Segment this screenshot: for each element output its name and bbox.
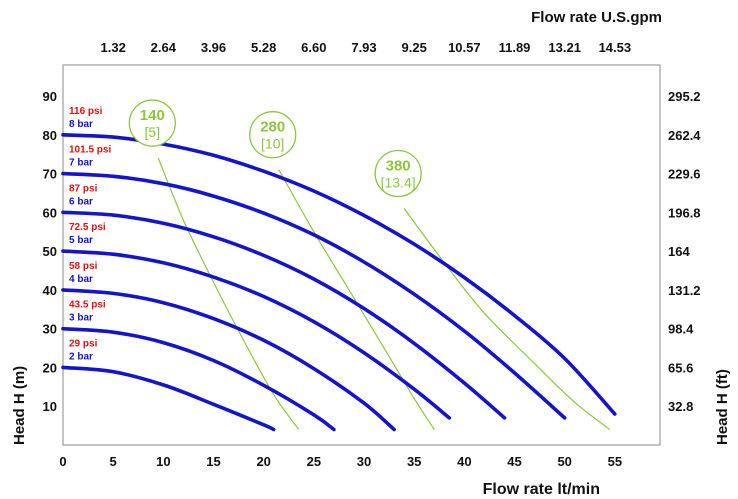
y-tick-label: 90 bbox=[43, 89, 57, 104]
efficiency-bubble-sublabel: [13.4] bbox=[381, 174, 416, 190]
curve-5-bar bbox=[61, 249, 452, 420]
y-right-tick-label: 196.8 bbox=[668, 205, 701, 220]
x-tick-label: 35 bbox=[407, 454, 421, 469]
efficiency-line-380 bbox=[403, 208, 611, 430]
psi-label: 29 psi bbox=[69, 338, 98, 349]
x-top-tick-label: 10.57 bbox=[448, 40, 481, 55]
y-tick-label: 40 bbox=[43, 283, 57, 298]
x-axis-title: Flow rate lt/min bbox=[483, 481, 600, 498]
y-tick-label: 10 bbox=[43, 399, 57, 414]
x-top-tick-label: 11.89 bbox=[499, 40, 531, 55]
x-tick-label: 10 bbox=[156, 454, 170, 469]
efficiency-bubble-label: 280 bbox=[260, 119, 285, 136]
psi-label: 101.5 psi bbox=[69, 145, 111, 156]
bar-label: 8 bar bbox=[69, 119, 93, 130]
bar-label: 3 bar bbox=[69, 313, 93, 324]
psi-label: 43.5 psi bbox=[69, 300, 106, 311]
x-top-tick-label: 13.21 bbox=[548, 40, 581, 55]
efficiency-bubble-380: 380[13.4] bbox=[374, 149, 422, 198]
efficiency-bubble-label: 380 bbox=[386, 157, 411, 174]
y-right-tick-label: 295.2 bbox=[668, 89, 701, 104]
y-tick-label: 70 bbox=[43, 167, 57, 182]
psi-label: 87 psi bbox=[69, 183, 98, 194]
x-tick-label: 0 bbox=[59, 454, 66, 469]
x-tick-label: 45 bbox=[507, 454, 521, 469]
x-tick-label: 50 bbox=[557, 454, 571, 469]
psi-label: 72.5 psi bbox=[69, 222, 106, 233]
x-top-tick-label: 9.25 bbox=[402, 40, 427, 55]
y-tick-label: 60 bbox=[43, 205, 57, 220]
efficiency-bubble-circle bbox=[249, 111, 297, 159]
x-top-tick-label: 14.53 bbox=[599, 40, 632, 55]
efficiency-bubble-circle bbox=[374, 149, 422, 198]
curve-7-bar bbox=[61, 171, 567, 420]
y-tick-label: 80 bbox=[43, 128, 57, 143]
x-tick-label: 5 bbox=[110, 454, 117, 469]
bar-label: 5 bar bbox=[69, 235, 93, 246]
y-axis-title-left: Head H (m) bbox=[11, 366, 28, 445]
efficiency-bubble-circle bbox=[128, 99, 176, 147]
top-axis-title: Flow rate U.S.gpm bbox=[531, 9, 662, 26]
efficiency-bubble-sublabel: [5] bbox=[145, 124, 161, 140]
x-top-tick-label: 5.28 bbox=[251, 40, 276, 55]
bar-label: 4 bar bbox=[69, 274, 93, 285]
bar-label: 6 bar bbox=[69, 196, 93, 207]
y-right-tick-label: 262.4 bbox=[668, 128, 701, 143]
y-axis-title-right: Head H (ft) bbox=[714, 369, 731, 445]
efficiency-bubble-280: 280[10] bbox=[249, 111, 297, 159]
psi-label: 58 psi bbox=[69, 261, 98, 272]
pressure-labels: 29 psi 2 bar 43.5 psi 3 bar 58 psi 4 bar 72.5 … bbox=[69, 106, 111, 363]
curve-4-bar bbox=[61, 288, 396, 432]
bar-label: 2 bar bbox=[69, 351, 93, 362]
y-right-tick-label: 98.4 bbox=[668, 322, 694, 337]
curve-3-bar bbox=[61, 326, 336, 432]
y-right-tick-label: 229.6 bbox=[668, 167, 701, 182]
efficiency-bubbles: 140[5] 280[10] 380[13.4] bbox=[128, 99, 422, 198]
x-tick-label: 30 bbox=[357, 454, 371, 469]
y-tick-label: 30 bbox=[43, 322, 57, 337]
efficiency-lines bbox=[157, 157, 611, 430]
x-top-tick-label: 1.32 bbox=[101, 40, 126, 55]
x-top-tick-label: 7.93 bbox=[351, 40, 376, 55]
psi-label: 116 psi bbox=[69, 106, 103, 117]
y-right-tick-label: 65.6 bbox=[668, 360, 693, 375]
x-tick-label: 15 bbox=[206, 454, 220, 469]
efficiency-line-140 bbox=[157, 157, 300, 430]
y-tick-label: 20 bbox=[43, 360, 57, 375]
curve-2-bar bbox=[61, 365, 276, 432]
curve-6-bar bbox=[61, 210, 507, 420]
efficiency-bubble-140: 140[5] bbox=[128, 99, 176, 147]
y-right-tick-label: 32.8 bbox=[668, 399, 693, 414]
x-top-tick-label: 3.96 bbox=[201, 40, 226, 55]
x-tick-label: 25 bbox=[307, 454, 321, 469]
x-top-tick-label: 2.64 bbox=[151, 40, 177, 55]
bar-label: 7 bar bbox=[69, 158, 93, 169]
x-tick-label: 40 bbox=[457, 454, 471, 469]
axis-ticks: 0 5 10 15 20 25 30 35 40 45 50 55 1.32 2.64 3.96 5.28 6.… bbox=[43, 40, 702, 469]
x-tick-label: 20 bbox=[256, 454, 270, 469]
x-tick-label: 55 bbox=[608, 454, 622, 469]
y-tick-label: 50 bbox=[43, 244, 57, 259]
x-top-tick-label: 6.60 bbox=[301, 40, 326, 55]
y-right-tick-label: 131.2 bbox=[668, 283, 701, 298]
efficiency-bubble-sublabel: [10] bbox=[261, 136, 284, 152]
efficiency-line-280 bbox=[278, 169, 435, 430]
y-right-tick-label: 164 bbox=[668, 244, 690, 259]
efficiency-bubble-label: 140 bbox=[140, 107, 165, 124]
